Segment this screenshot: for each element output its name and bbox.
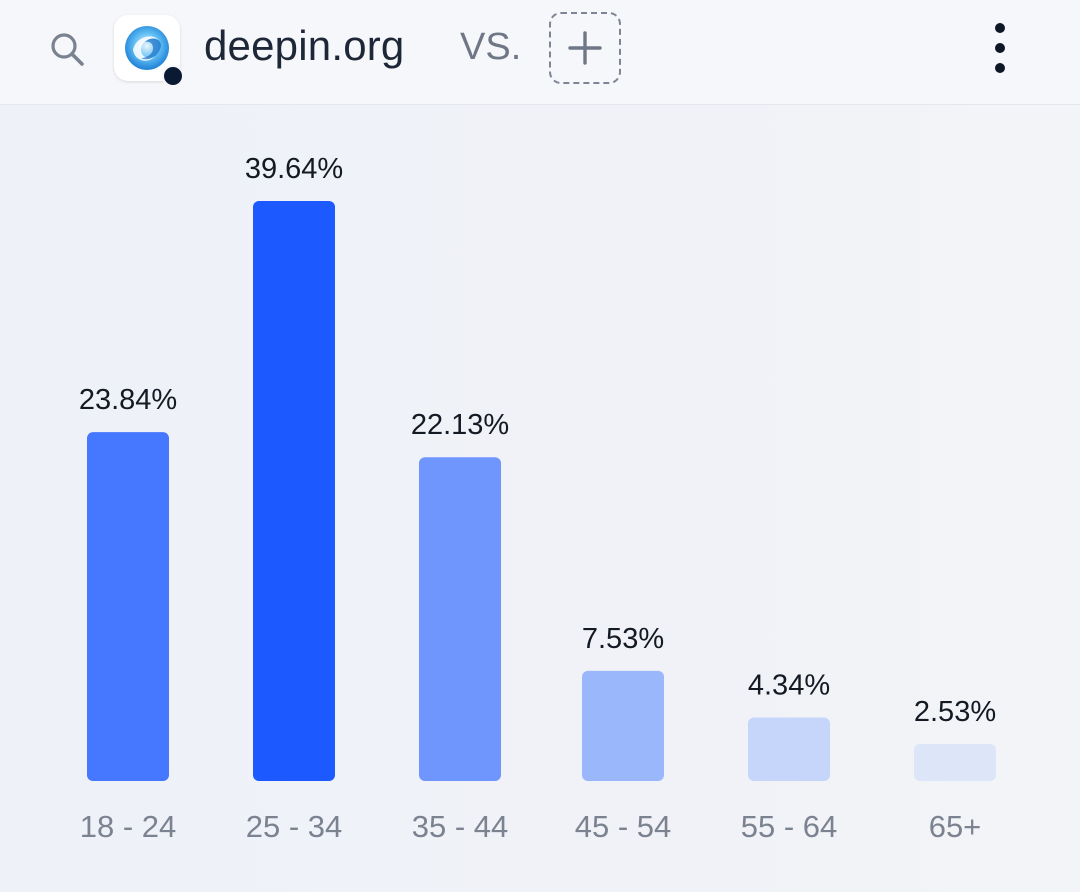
vs-label: VS.: [460, 26, 522, 68]
category-label-1: 25 - 34: [246, 809, 343, 844]
value-label-1: 39.64%: [245, 153, 343, 185]
category-label-2: 35 - 44: [412, 809, 509, 844]
bar-0[interactable]: [87, 432, 169, 781]
bar-4[interactable]: [748, 717, 830, 781]
value-label-0: 23.84%: [79, 384, 177, 416]
search-icon[interactable]: [48, 30, 88, 70]
plus-icon: [568, 31, 602, 65]
more-options-button[interactable]: [980, 20, 1020, 76]
more-vertical-icon: [995, 23, 1005, 73]
value-label-3: 7.53%: [582, 623, 664, 655]
add-competitor-button[interactable]: [549, 12, 621, 84]
bar-1[interactable]: [253, 201, 335, 781]
bar-5[interactable]: [914, 743, 996, 781]
deepin-logo-icon: [125, 26, 169, 70]
category-label-4: 55 - 64: [741, 809, 838, 844]
bar-2[interactable]: [419, 457, 501, 781]
value-label-2: 22.13%: [411, 409, 509, 441]
site-name[interactable]: deepin.org: [204, 22, 405, 69]
status-dot: [162, 65, 184, 87]
category-label-0: 18 - 24: [80, 809, 177, 844]
category-label-3: 45 - 54: [575, 809, 672, 844]
bar-chart: 23.84% 18 - 24 39.64% 25 - 34 22.13% 35 - 44 7…: [79, 153, 996, 844]
value-label-4: 4.34%: [748, 669, 830, 701]
top-bar: deepin.org VS.: [0, 0, 1080, 105]
bar-3[interactable]: [582, 670, 664, 781]
category-label-5: 65+: [929, 809, 982, 844]
value-label-5: 2.53%: [914, 696, 996, 728]
age-distribution-chart: 23.84% 18 - 24 39.64% 25 - 34 22.13% 35 - 44 7…: [0, 105, 1080, 892]
